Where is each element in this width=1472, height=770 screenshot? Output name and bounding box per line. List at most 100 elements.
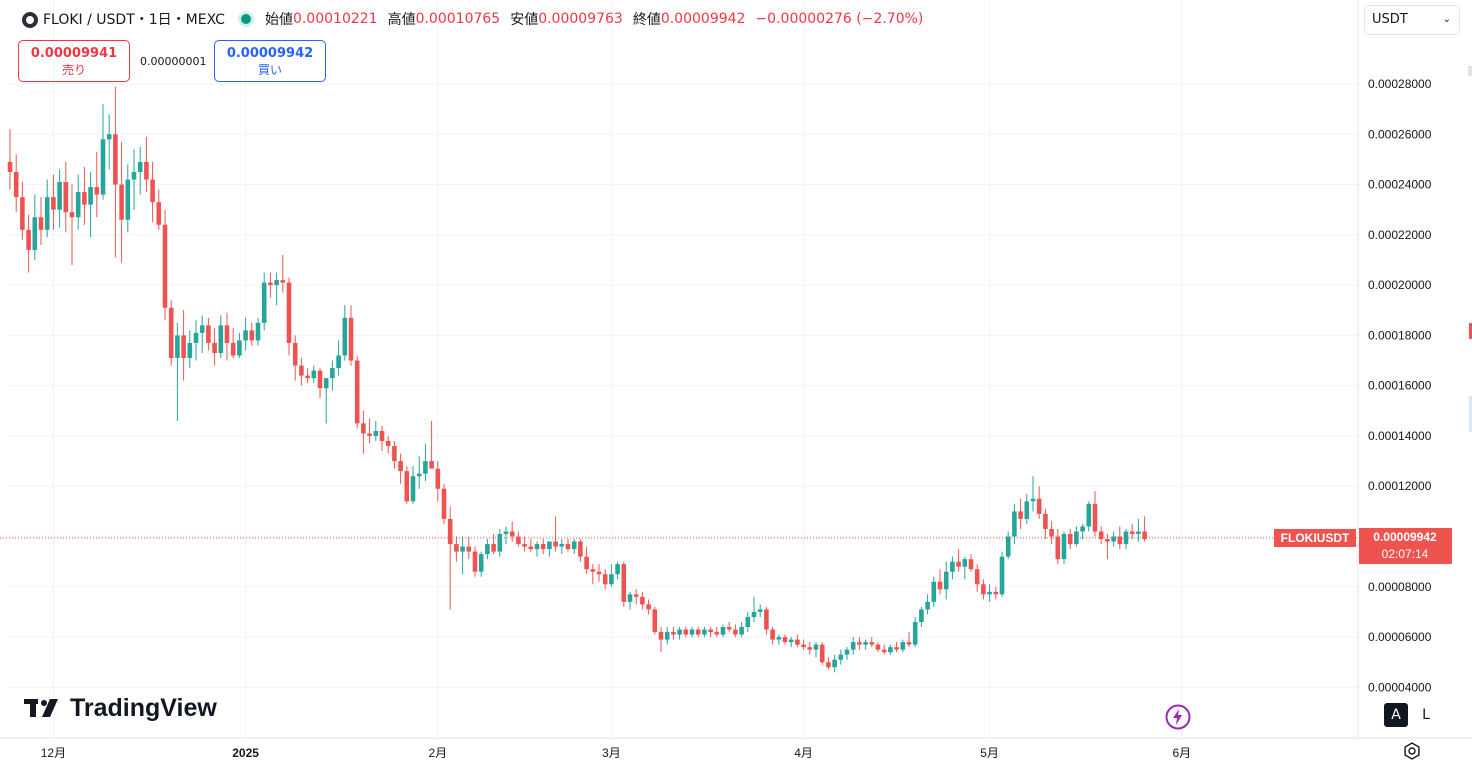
candle-body <box>956 561 961 567</box>
time-axis[interactable]: 12月 2025 2月 3月 4月 5月 6月 <box>41 746 1191 760</box>
high-label: 高値 <box>387 12 416 28</box>
candle <box>943 561 949 600</box>
tradingview-logo[interactable]: TradingView <box>24 694 217 723</box>
candle-body <box>999 556 1005 595</box>
candle <box>788 637 794 648</box>
candle-body <box>745 616 751 628</box>
candle-body <box>1142 531 1147 540</box>
candle-body <box>354 360 360 424</box>
candle-body <box>590 569 596 572</box>
candle <box>1086 501 1092 532</box>
candle <box>1043 508 1048 540</box>
candle <box>243 317 248 351</box>
price-tick-label: 0.00006000 <box>1368 630 1432 644</box>
candle-body <box>509 531 515 537</box>
candle <box>44 179 50 238</box>
candle-body <box>702 629 707 635</box>
candle <box>590 564 596 585</box>
candle <box>348 305 354 366</box>
candle <box>206 317 211 351</box>
candle <box>435 461 441 502</box>
candle-body <box>26 229 31 250</box>
candle-body <box>20 197 25 230</box>
candle <box>1055 528 1061 565</box>
candle <box>1136 518 1141 542</box>
candle <box>38 197 44 245</box>
candle-body <box>1049 528 1054 537</box>
candle <box>832 654 837 673</box>
candle-body <box>385 440 391 447</box>
candle-body <box>602 574 608 585</box>
price-badge-countdown: 02:07:14 <box>1382 547 1429 561</box>
candle <box>875 642 881 653</box>
candle <box>466 536 472 560</box>
candle <box>621 561 627 607</box>
candle <box>689 627 695 638</box>
sell-button[interactable]: 0.00009941 売り <box>18 40 130 82</box>
currency-select[interactable]: USDT ⌄ <box>1364 5 1460 35</box>
candle-body <box>633 594 639 597</box>
candle <box>733 624 738 638</box>
candle-body <box>813 644 819 650</box>
candle-body <box>218 325 224 353</box>
candle-body <box>305 375 310 379</box>
candle-body <box>652 609 658 633</box>
candle <box>764 606 769 635</box>
auto-scale-button[interactable]: A <box>1384 703 1408 727</box>
candle <box>447 506 453 610</box>
candle <box>497 528 503 557</box>
candle-body <box>1067 534 1073 545</box>
candle <box>106 114 112 170</box>
candle <box>323 378 329 424</box>
candle <box>354 355 360 429</box>
candle-body <box>212 342 217 353</box>
candle <box>1030 476 1036 512</box>
buy-button[interactable]: 0.00009942 買い <box>214 40 326 82</box>
price-axis[interactable]: 0.000040000.000060000.000080000.00010000… <box>1368 77 1432 694</box>
candle <box>503 526 509 545</box>
candle <box>751 596 757 622</box>
right-panel-handle[interactable] <box>1466 40 1472 700</box>
candle <box>974 564 980 592</box>
candle-body <box>317 370 323 389</box>
candle <box>534 541 540 557</box>
candle-body <box>695 629 701 635</box>
candle-body <box>1136 531 1141 535</box>
log-scale-button[interactable]: L <box>1422 707 1430 723</box>
candle <box>94 151 100 218</box>
candle <box>404 466 410 504</box>
candle <box>900 639 906 653</box>
market-status-icon[interactable] <box>240 14 251 24</box>
candle-body <box>131 171 137 180</box>
candle <box>175 322 180 421</box>
candle-body <box>237 340 242 356</box>
candle <box>379 425 385 452</box>
candle <box>1012 503 1017 545</box>
candle-body <box>1043 513 1048 529</box>
candle <box>609 564 614 587</box>
symbol-title[interactable]: FLOKI / USDT・1日・MEXC <box>43 12 225 28</box>
lightning-icon[interactable] <box>1165 704 1191 730</box>
candle <box>652 606 658 635</box>
candle-body <box>671 632 676 635</box>
candle-body <box>596 571 602 575</box>
candle <box>664 627 670 645</box>
candle-body <box>838 654 844 660</box>
candle <box>770 627 775 645</box>
candle <box>702 627 707 638</box>
candle <box>1018 498 1023 529</box>
candle-body <box>491 544 496 552</box>
settings-gear-icon[interactable] <box>1402 741 1422 761</box>
candle <box>280 254 286 293</box>
candle-body <box>361 423 366 434</box>
candle-body <box>119 184 124 220</box>
candle-body <box>658 632 664 640</box>
candle <box>1123 528 1129 550</box>
candle <box>57 169 62 228</box>
candle-body <box>466 546 472 552</box>
candle-body <box>373 430 379 436</box>
candle-body <box>1036 498 1042 514</box>
low-label: 安値 <box>510 12 539 28</box>
candle <box>305 368 310 384</box>
